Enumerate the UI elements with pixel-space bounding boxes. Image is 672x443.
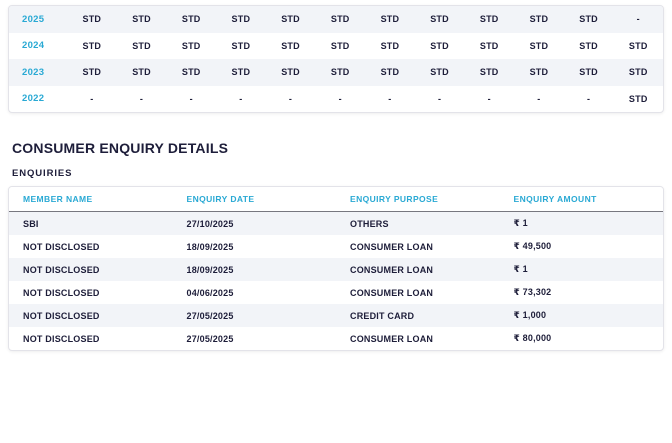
enquiry-purpose-cell: CONSUMER LOAN [350,333,434,344]
status-cell: STD [181,67,201,78]
enquiries-body: SBI 27/10/2025 OTHERS ₹ 1 NOT DISCLOSED 18/09… [9,212,663,350]
enquiry-amount-cell: ₹ 73,302 [513,287,552,297]
enquiry-date-cell: 04/06/2025 [186,287,234,298]
status-cell: STD [380,67,400,78]
status-cell: - [388,93,392,104]
year-label: 2022 [22,93,45,105]
status-cell: - [139,93,144,104]
status-cell: STD [330,14,350,25]
enquiry-row: NOT DISCLOSED 27/05/2025 CONSUMER LOAN ₹ 80… [9,327,663,350]
member-name-cell: NOT DISCLOSED [23,264,100,275]
enquiry-purpose-cell: CONSUMER LOAN [350,287,434,298]
member-name-cell: NOT DISCLOSED [23,287,100,298]
status-cell: - [487,93,491,104]
enquiries-header-row: MEMBER NAME ENQUIRY DATE ENQUIRY PURPOSE EN… [9,187,663,212]
payment-history-table: 2025 STD STD STD STD STD STD STD STD STD STD STD -20… [8,5,664,113]
enquiry-purpose-cell: CREDIT CARD [350,310,415,321]
status-cell: STD [132,67,151,78]
status-cell: STD [430,67,449,78]
status-cell: STD [82,40,102,51]
enquiry-date-cell: 18/09/2025 [186,264,234,275]
status-cell: STD [628,67,648,78]
status-cell: STD [380,14,400,25]
payment-history-body: 2025 STD STD STD STD STD STD STD STD STD STD STD -20… [9,6,663,112]
enquiry-row: NOT DISCLOSED 18/09/2025 CONSUMER LOAN ₹ 49… [9,235,663,258]
member-name-cell: SBI [23,218,39,229]
year-label: 2025 [22,13,45,25]
status-cell: - [90,93,94,104]
status-cell: STD [231,67,251,78]
payment-history-row: 2022 - - - - - - - - - - - STD [9,86,663,113]
status-cell: STD [479,40,499,51]
column-header: MEMBER NAME [23,194,93,204]
status-cell: STD [330,67,350,78]
status-cell: - [636,14,640,25]
status-cell: STD [181,40,201,51]
status-cell: STD [281,14,300,25]
column-header: ENQUIRY AMOUNT [500,194,664,204]
status-cell: STD [579,14,598,25]
enquiry-amount-cell: ₹ 49,500 [513,241,552,251]
member-name-cell: NOT DISCLOSED [23,310,100,321]
status-cell: STD [479,14,499,25]
status-cell: - [239,93,243,104]
enquiry-date-cell: 18/09/2025 [186,241,234,252]
member-name-cell: NOT DISCLOSED [23,333,100,344]
status-cell: STD [628,93,648,104]
enquiry-row: NOT DISCLOSED 18/09/2025 CONSUMER LOAN ₹ 1 [9,258,663,281]
column-header: ENQUIRY DATE [173,194,337,204]
status-cell: - [537,93,541,104]
status-cell: STD [579,40,598,51]
status-cell: STD [82,14,102,25]
status-cell: STD [529,14,549,25]
status-cell: STD [430,14,449,25]
status-cell: - [586,93,591,104]
column-header: ENQUIRY PURPOSE [336,194,500,204]
enquiry-amount-cell: ₹ 1,000 [513,310,547,320]
page-title: CONSUMER ENQUIRY DETAILS [12,140,229,156]
enquiry-row: NOT DISCLOSED 27/05/2025 CREDIT CARD ₹ 1,00… [9,304,663,327]
enquiry-purpose-cell: CONSUMER LOAN [350,264,434,275]
status-cell: STD [132,14,151,25]
payment-history-row: 2024 STD STD STD STD STD STD STD STD STD STD STD STD [9,33,663,60]
status-cell: STD [479,67,499,78]
section-subtitle: ENQUIRIES [12,168,73,179]
status-cell: STD [529,67,549,78]
status-cell: - [338,93,342,104]
payment-history-row: 2025 STD STD STD STD STD STD STD STD STD STD STD - [9,6,663,33]
enquiries-table: MEMBER NAME ENQUIRY DATE ENQUIRY PURPOSE EN… [8,186,664,351]
status-cell: STD [628,40,648,51]
enquiry-row: SBI 27/10/2025 OTHERS ₹ 1 [9,212,663,235]
status-cell: STD [82,67,102,78]
enquiry-amount-cell: ₹ 80,000 [513,333,552,343]
status-cell: STD [181,14,201,25]
status-cell: STD [529,40,549,51]
enquiry-date-cell: 27/05/2025 [186,310,234,321]
status-cell: STD [231,40,251,51]
status-cell: STD [330,40,350,51]
status-cell: STD [132,40,151,51]
enquiry-row: NOT DISCLOSED 04/06/2025 CONSUMER LOAN ₹ 73… [9,281,663,304]
status-cell: STD [231,14,251,25]
status-cell: STD [281,67,300,78]
enquiry-date-cell: 27/10/2025 [186,218,234,229]
enquiry-date-cell: 27/05/2025 [186,333,234,344]
status-cell: STD [430,40,449,51]
status-cell: STD [579,67,598,78]
enquiry-amount-cell: ₹ 1 [513,264,528,274]
status-cell: - [288,93,293,104]
year-label: 2023 [22,66,45,78]
year-label: 2024 [22,40,45,52]
status-cell: - [189,93,193,104]
status-cell: - [437,93,442,104]
enquiry-purpose-cell: OTHERS [350,218,389,229]
member-name-cell: NOT DISCLOSED [23,241,100,252]
enquiry-purpose-cell: CONSUMER LOAN [350,241,434,252]
status-cell: STD [380,40,400,51]
payment-history-row: 2023 STD STD STD STD STD STD STD STD STD STD STD STD [9,59,663,86]
enquiry-amount-cell: ₹ 1 [513,218,528,228]
status-cell: STD [281,40,300,51]
